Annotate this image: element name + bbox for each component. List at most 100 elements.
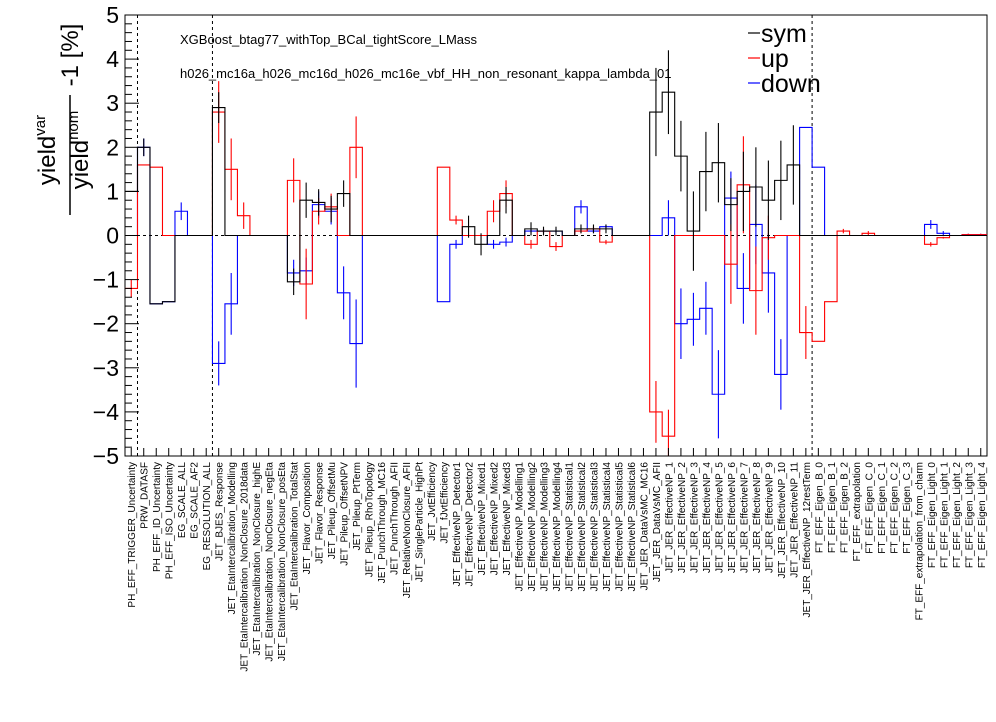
x-tick-label: JET_EtaIntercalibration_NonClosure_highE bbox=[252, 462, 263, 656]
reference-lines bbox=[125, 15, 987, 456]
legend-label-sym: sym bbox=[761, 20, 807, 48]
x-tick-label: FT_EFF_Eigen_Light_1 bbox=[939, 462, 950, 569]
y-tick-label: 0 bbox=[106, 223, 119, 249]
y-label-suffix: -1 [%] bbox=[57, 24, 84, 87]
y-tick-label: 4 bbox=[106, 46, 119, 72]
x-tick-label: JET_JER_EffectiveNP_10 bbox=[777, 462, 788, 579]
x-tick-label: JET_EffectiveNP_Statistical3 bbox=[589, 462, 600, 592]
x-tick-label: JET_Pileup_PtTerm bbox=[352, 462, 363, 550]
x-tick-label: JET_Pileup_RhoTopology bbox=[365, 462, 376, 577]
x-tick-label: JET_EffectiveNP_Statistical4 bbox=[602, 462, 613, 592]
x-tick-label: FT_EFF_Eigen_C_3 bbox=[902, 462, 913, 554]
x-tick-label: EG_SCALE_AF2 bbox=[190, 462, 201, 539]
x-axis: PH_EFF_TRIGGER_Uncertainty PRW_DATASF PH_E… bbox=[127, 448, 988, 672]
x-tick-label: JET_JER_EffectiveNP_11 bbox=[789, 462, 800, 578]
x-tick-label: JET_JER_EffectiveNP_9 bbox=[764, 462, 775, 573]
x-tick-label: JET_JER_EffectiveNP_12restTerm bbox=[802, 462, 813, 617]
x-tick-label: JET_JER_EffectiveNP_5 bbox=[714, 462, 725, 573]
series-step-line bbox=[125, 91, 987, 305]
y-label-den-sup: nom bbox=[65, 111, 82, 140]
y-tick-label: 5 bbox=[106, 2, 119, 28]
y-tick-label: −2 bbox=[93, 311, 119, 337]
x-tick-label: PRW_DATASF bbox=[140, 462, 151, 529]
x-tick-label: JET_EffectiveNP_Modelling2 bbox=[527, 462, 538, 592]
x-tick-label: JET_EffectiveNP_Modelling4 bbox=[552, 462, 563, 592]
x-tick-label: JET_Flavor_Composition bbox=[302, 462, 313, 574]
y-label-denominator: yieldnom bbox=[65, 111, 94, 190]
y-tick-label: −5 bbox=[93, 443, 119, 469]
x-tick-label: JET_JER_EffectiveNP_2 bbox=[677, 462, 688, 573]
x-tick-label: JET_SingleParticle_HighPt bbox=[415, 462, 426, 582]
x-tick-label: FT_EFF_Eigen_C_1 bbox=[877, 462, 888, 554]
x-tick-label: PH_EFF_ISO_Uncertainty bbox=[165, 462, 176, 579]
y-label-den-base: yield bbox=[67, 140, 94, 189]
x-tick-label: JET_JvtEfficiency bbox=[427, 462, 438, 541]
x-tick-label: JET_PunchThrough_AFII bbox=[390, 462, 401, 575]
y-label-num-base: yield bbox=[34, 136, 61, 185]
x-tick-label: JET_EffectiveNP_Mixed2 bbox=[490, 462, 501, 576]
x-tick-label: FT_EFF_extrapolation_from_charm bbox=[914, 462, 925, 620]
x-tick-label: EG_RESOLUTION_ALL bbox=[202, 462, 213, 571]
x-tick-label: FT_EFF_Eigen_Light_4 bbox=[977, 462, 988, 569]
x-tick-label: JET_EtaIntercalibration_NonClosure_2018d… bbox=[240, 462, 251, 672]
x-tick-label: JET_EffectiveNP_Statistical1 bbox=[564, 462, 575, 592]
chart-subtitle: h026_mc16a_h026_mc16d_h026_mc16e_vbf_HH_… bbox=[180, 66, 672, 81]
x-tick-label: EG_SCALE_ALL bbox=[177, 462, 188, 539]
x-tick-label: JET_JER_EffectiveNP_1 bbox=[664, 462, 675, 573]
x-tick-label: JET_JER_DataVsMC_AFII bbox=[652, 462, 663, 582]
x-tick-label: FT_EFF_Eigen_B_0 bbox=[814, 462, 825, 554]
x-tick-label: JET_EffectiveNP_Statistical2 bbox=[577, 462, 588, 592]
y-tick-label: −4 bbox=[93, 399, 119, 425]
x-tick-label: FT_EFF_Eigen_B_2 bbox=[839, 462, 850, 554]
x-tick-label: JET_Pileup_OffsetMu bbox=[327, 462, 338, 559]
y-tick-label: 3 bbox=[106, 90, 119, 116]
x-tick-label: JET_EffectiveNP_Mixed3 bbox=[502, 462, 513, 576]
x-tick-label: JET_Flavor_Response bbox=[315, 462, 326, 564]
x-tick-label: JET_EffectiveNP_Modelling1 bbox=[515, 462, 526, 592]
x-tick-label: FT_EFF_Eigen_Light_2 bbox=[952, 462, 963, 569]
x-tick-label: JET_EffectiveNP_Detector1 bbox=[452, 462, 463, 587]
series-sym bbox=[125, 50, 987, 305]
legend-label-down: down bbox=[761, 70, 821, 98]
series-layer bbox=[125, 50, 987, 456]
x-tick-label: JET_EffectiveNP_Detector2 bbox=[465, 462, 476, 587]
legend-label-up: up bbox=[761, 45, 789, 73]
y-axis: −5 −4 −3 −2 −1 0 1 2 3 4 5 bbox=[93, 2, 139, 469]
x-tick-label: JET_JER_EffectiveNP_8 bbox=[752, 462, 763, 573]
x-tick-label: JET_JER_EffectiveNP_6 bbox=[727, 462, 738, 573]
x-tick-label: FT_EFF_Eigen_B_1 bbox=[827, 462, 838, 554]
chart-title: XGBoost_btag77_withTop_BCal_tightScore_L… bbox=[180, 32, 478, 47]
y-axis-label: yieldvar yieldnom -1 [%] bbox=[32, 24, 94, 215]
x-tick-label: JET_EffectiveNP_Modelling3 bbox=[540, 462, 551, 592]
x-tick-label: JET_BJES_Response bbox=[215, 462, 226, 561]
x-tick-label: JET_EffectiveNP_Statistical5 bbox=[614, 462, 625, 592]
x-tick-label: JET_EtaIntercalibration_TotalStat bbox=[290, 462, 301, 611]
x-tick-label: PH_EFF_ID_Uncertainty bbox=[152, 462, 163, 572]
x-tick-label: JET_EffectiveNP_Mixed1 bbox=[477, 462, 488, 576]
x-tick-label: JET_PunchThrough_MC16 bbox=[377, 462, 388, 584]
y-tick-label: 1 bbox=[106, 178, 119, 204]
x-tick-label: JET_EtaIntercalibration_NonClosure_negEt… bbox=[265, 462, 276, 662]
x-tick-label: PH_EFF_TRIGGER_Uncertainty bbox=[127, 462, 138, 608]
series-step-line bbox=[125, 126, 987, 395]
x-tick-label: JET_JER_DataVsMC_MC16 bbox=[639, 462, 650, 591]
y-label-num-sup: var bbox=[32, 115, 49, 136]
y-tick-label: −1 bbox=[93, 267, 119, 293]
x-tick-label: JET_JER_EffectiveNP_7 bbox=[739, 462, 750, 573]
x-tick-label: JET_fJvtEfficiency bbox=[440, 462, 451, 544]
x-tick-label: FT_EFF_Eigen_C_0 bbox=[864, 462, 875, 554]
x-tick-label: JET_RelativeNonClosure_AFII bbox=[402, 462, 413, 598]
x-tick-label: JET_JER_EffectiveNP_3 bbox=[689, 462, 700, 573]
x-tick-label: FT_EFF_Eigen_Light_3 bbox=[964, 462, 975, 569]
series-up bbox=[125, 81, 987, 456]
x-tick-label: JET_EffectiveNP_Statistical6 bbox=[627, 462, 638, 592]
x-tick-label: JET_Pileup_OffsetNPV bbox=[340, 462, 351, 566]
y-label-numerator: yieldvar bbox=[32, 115, 61, 185]
y-tick-label: −3 bbox=[93, 355, 119, 381]
x-tick-label: FT_EFF_Eigen_Light_0 bbox=[927, 462, 938, 569]
x-tick-label: JET_JER_EffectiveNP_4 bbox=[702, 462, 713, 573]
x-tick-label: FT_EFF_extrapolation bbox=[852, 462, 863, 562]
x-tick-label: JET_EtaIntercalibration_NonClosure_posEt… bbox=[277, 462, 288, 661]
